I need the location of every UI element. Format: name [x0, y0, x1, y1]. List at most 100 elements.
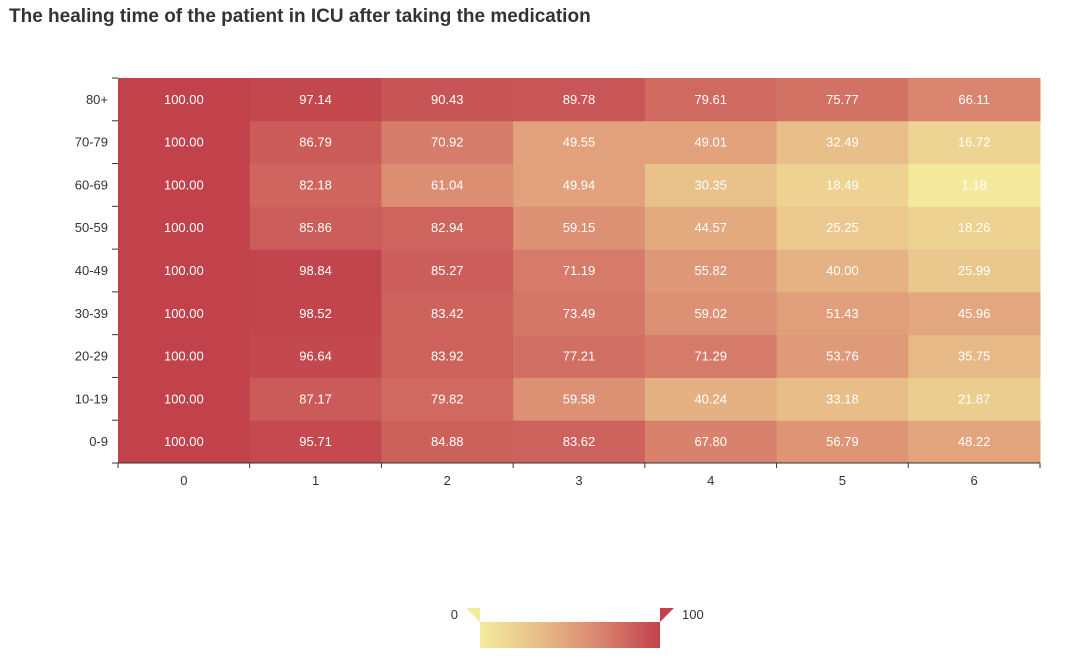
heatmap-cell[interactable]	[381, 377, 514, 421]
heatmap-cell[interactable]	[776, 163, 909, 207]
heatmap-cell[interactable]	[381, 334, 514, 378]
heatmap-cell[interactable]	[776, 120, 909, 165]
cell-value-label: 77.21	[563, 349, 596, 364]
x-tick-label: 6	[971, 473, 978, 488]
visual-map-gradient-bar[interactable]	[480, 622, 660, 648]
heatmap-cell[interactable]	[249, 334, 382, 378]
heatmap-cell[interactable]	[118, 420, 251, 464]
heatmap-cell[interactable]	[644, 206, 778, 250]
heatmap-cell[interactable]	[644, 420, 778, 464]
heatmap-cell[interactable]	[908, 78, 1041, 122]
heatmap-cell[interactable]	[908, 206, 1041, 250]
heatmap-cell[interactable]	[644, 120, 778, 165]
x-tick-label: 0	[180, 473, 187, 488]
cell-value-label: 90.43	[431, 92, 464, 107]
heatmap-cell[interactable]	[118, 377, 251, 421]
heatmap-cell[interactable]	[776, 78, 909, 122]
heatmap-cell[interactable]	[513, 420, 646, 464]
heatmap-cell[interactable]	[776, 377, 909, 421]
heatmap-cell[interactable]	[908, 420, 1041, 464]
heatmap-cell[interactable]	[513, 334, 646, 378]
cell-value-label: 35.75	[958, 349, 991, 364]
heatmap-cell[interactable]	[776, 291, 909, 336]
heatmap-cell[interactable]	[118, 334, 251, 378]
heatmap-cell[interactable]	[776, 334, 909, 378]
cell-value-label: 32.49	[826, 135, 859, 150]
heatmap-cell[interactable]	[513, 120, 646, 165]
visual-map-max-handle[interactable]	[660, 608, 674, 622]
cell-value-label: 89.78	[563, 92, 596, 107]
cell-value-label: 66.11	[958, 92, 990, 107]
heatmap-cell[interactable]	[513, 377, 646, 421]
heatmap-cell[interactable]	[908, 249, 1041, 293]
visual-map-legend[interactable]: 0 100	[451, 607, 704, 648]
heatmap-cell[interactable]	[908, 334, 1041, 378]
heatmap-cell[interactable]	[381, 291, 514, 336]
heatmap-cell[interactable]	[381, 78, 514, 122]
heatmap-cell[interactable]	[908, 120, 1041, 165]
heatmap-cell[interactable]	[644, 291, 778, 336]
heatmap-cell[interactable]	[513, 206, 646, 250]
heatmap-cell[interactable]	[118, 163, 251, 207]
heatmap-cell[interactable]	[249, 249, 382, 293]
heatmap-cell[interactable]	[513, 291, 646, 336]
cell-value-label: 53.76	[826, 349, 859, 364]
heatmap-cell[interactable]	[381, 206, 514, 250]
heatmap-cells	[118, 78, 1041, 464]
heatmap-cell[interactable]	[118, 120, 251, 165]
cell-value-label: 45.96	[958, 306, 991, 321]
heatmap-cell[interactable]	[776, 206, 909, 250]
cell-value-label: 83.62	[563, 434, 596, 449]
cell-value-label: 59.58	[563, 391, 596, 406]
heatmap-cell[interactable]	[776, 420, 909, 464]
y-tick-label: 20-29	[75, 349, 108, 364]
heatmap-cell[interactable]	[249, 163, 382, 207]
cell-value-label: 100.00	[164, 220, 204, 235]
cell-value-label: 100.00	[164, 349, 204, 364]
heatmap-cell[interactable]	[118, 291, 251, 336]
heatmap-cell[interactable]	[908, 377, 1041, 421]
heatmap-cell[interactable]	[908, 291, 1041, 336]
cell-value-label: 59.02	[694, 306, 727, 321]
cell-value-label: 21.87	[958, 391, 991, 406]
heatmap-cell[interactable]	[776, 249, 909, 293]
heatmap-cell[interactable]	[381, 249, 514, 293]
heatmap-cell[interactable]	[381, 420, 514, 464]
y-tick-label: 60-69	[75, 177, 108, 192]
heatmap-cell[interactable]	[513, 249, 646, 293]
heatmap-cell[interactable]	[249, 206, 382, 250]
heatmap-cell[interactable]	[644, 334, 778, 378]
cell-value-label: 98.84	[299, 263, 332, 278]
heatmap-cell[interactable]	[249, 78, 382, 122]
cell-value-label: 1.18	[961, 177, 986, 192]
cell-value-label: 55.82	[694, 263, 727, 278]
visual-map-min-label: 0	[451, 607, 458, 622]
heatmap-cell[interactable]	[908, 163, 1041, 207]
heatmap-cell[interactable]	[249, 377, 382, 421]
x-tick-label: 4	[707, 473, 714, 488]
heatmap-cell[interactable]	[249, 120, 382, 165]
heatmap-cell[interactable]	[118, 78, 251, 122]
cell-value-label: 49.55	[563, 135, 596, 150]
cell-value-label: 40.24	[694, 391, 727, 406]
heatmap-cell[interactable]	[644, 163, 778, 207]
cell-value-label: 85.27	[431, 263, 464, 278]
heatmap-cell[interactable]	[118, 206, 251, 250]
cell-value-label: 33.18	[826, 391, 859, 406]
heatmap-cell[interactable]	[249, 291, 382, 336]
cell-value-label: 18.26	[958, 220, 991, 235]
heatmap-cell[interactable]	[644, 377, 778, 421]
heatmap-cell[interactable]	[644, 249, 778, 293]
y-tick-label: 0-9	[89, 434, 108, 449]
visual-map-min-handle[interactable]	[466, 608, 480, 622]
heatmap-cell[interactable]	[381, 120, 514, 165]
heatmap-cell[interactable]	[381, 163, 514, 207]
heatmap-cell[interactable]	[513, 78, 646, 122]
heatmap-cell[interactable]	[118, 249, 251, 293]
heatmap-cell[interactable]	[644, 78, 778, 122]
cell-value-label: 70.92	[431, 135, 464, 150]
cell-value-label: 85.86	[299, 220, 332, 235]
heatmap-cell[interactable]	[513, 163, 646, 207]
heatmap-cell[interactable]	[249, 420, 382, 464]
